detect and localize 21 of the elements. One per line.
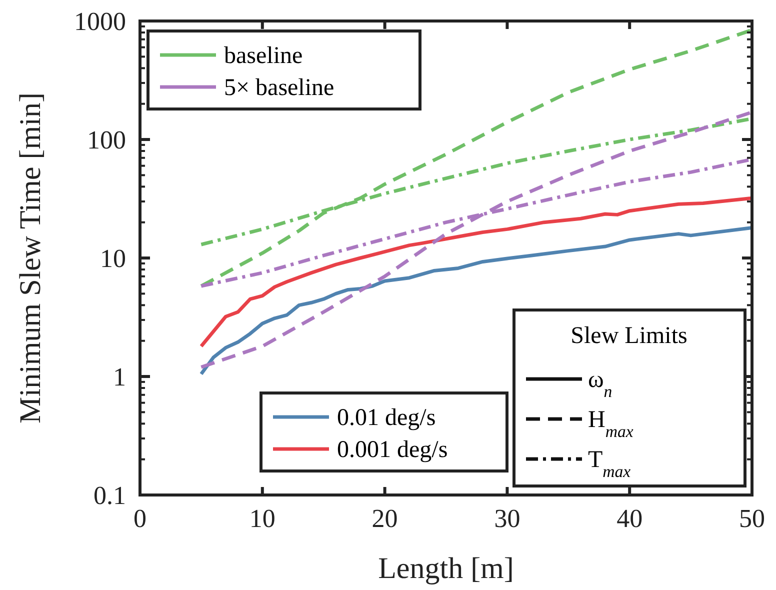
x-tick-label: 10 — [249, 504, 276, 533]
y-axis-title: Minimum Slew Time [min] — [14, 92, 47, 424]
annotation: T$_{max}$ — [588, 447, 632, 480]
x-tick-label: 20 — [372, 504, 398, 533]
y-tick-label: 1 — [113, 362, 126, 392]
x-tick-label: 0 — [134, 504, 146, 533]
annotation: ω$_{n}$ — [588, 367, 612, 400]
annotation: H$_{max}$ — [588, 407, 634, 440]
legend-label: 0.001 deg/s — [337, 437, 448, 463]
x-tick-label: 30 — [494, 504, 520, 533]
x-tick-label: 50 — [739, 504, 765, 533]
x-tick-label: 40 — [616, 504, 643, 533]
y-tick-label: 1000 — [74, 7, 126, 36]
y-tick-label: 100 — [87, 126, 126, 154]
legend-label: 5× baseline — [224, 75, 334, 101]
y-tick-label: 0.1 — [94, 481, 126, 510]
y-tick-label: 10 — [100, 244, 126, 273]
x-axis-title: Length [m] — [378, 552, 514, 585]
legend-title: Slew Limits — [570, 323, 688, 349]
legend-label: 0.01 deg/s — [337, 405, 436, 431]
legend-label: baseline — [224, 43, 303, 69]
